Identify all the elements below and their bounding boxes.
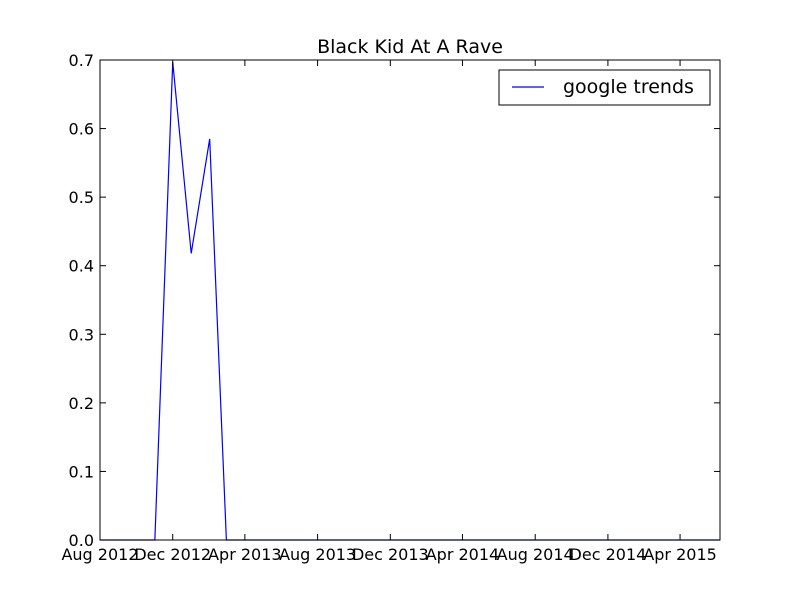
chart-title: Black Kid At A Rave [317, 36, 503, 58]
x-tick-label: Apr 2014 [426, 545, 499, 564]
x-tick-label: Apr 2013 [208, 545, 281, 564]
x-tick-label: Aug 2013 [279, 545, 356, 564]
x-tick-label: Aug 2012 [61, 545, 138, 564]
x-tick-label: Dec 2014 [570, 545, 647, 564]
x-tick-label: Apr 2015 [643, 545, 716, 564]
x-tick-label: Dec 2013 [352, 545, 429, 564]
y-tick-label: 0.3 [69, 325, 94, 344]
y-tick-label: 0.5 [69, 188, 94, 207]
x-tick-label: Dec 2012 [134, 545, 211, 564]
y-tick-label: 0.2 [69, 394, 94, 413]
axes-frame [99, 59, 721, 541]
y-tick-label: 0.6 [69, 120, 94, 139]
series-line-0 [100, 62, 720, 541]
plot-area [100, 62, 720, 541]
y-axis-ticks: 0.0 0.1 0.2 0.3 0.4 0.5 0.6 0.7 [69, 51, 720, 550]
y-tick-label: 0.1 [69, 462, 94, 481]
y-tick-label: 0.0 [69, 531, 94, 550]
legend-label: google trends [563, 76, 694, 98]
x-tick-label: Aug 2014 [497, 545, 574, 564]
y-tick-label: 0.4 [69, 257, 94, 276]
legend: google trends [498, 69, 711, 106]
y-tick-label: 0.7 [69, 51, 94, 70]
